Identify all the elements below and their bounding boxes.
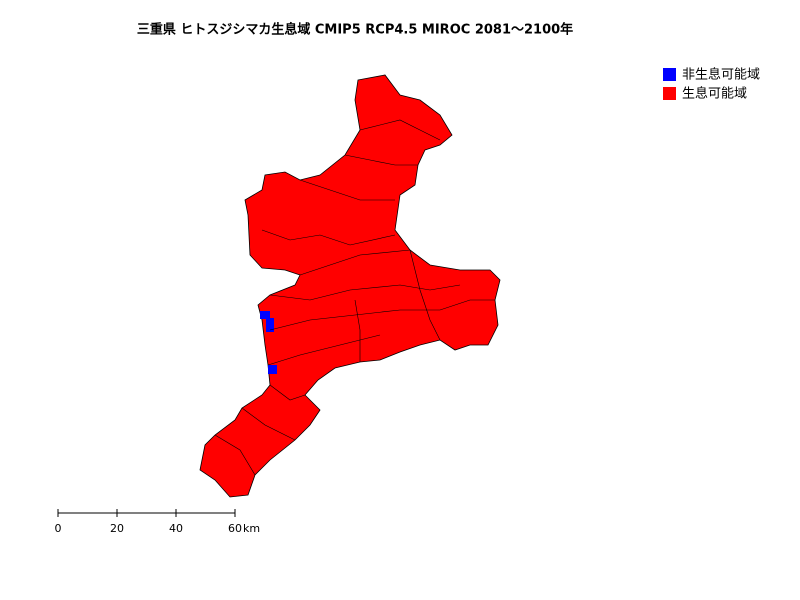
municipal-border <box>344 154 418 166</box>
municipal-border <box>261 229 396 246</box>
scale-bar: 0 20 40 60 km <box>55 509 260 535</box>
scale-tick-label: 40 <box>169 522 183 535</box>
municipal-border <box>299 249 411 276</box>
municipal-border <box>269 299 495 331</box>
legend-swatch <box>663 87 676 100</box>
municipal-border <box>269 284 461 301</box>
legend-swatch <box>663 68 676 81</box>
non-habitable-area <box>260 311 270 319</box>
habitable-area <box>199 74 501 498</box>
municipal-border <box>269 384 306 401</box>
scale-unit: km <box>243 522 260 535</box>
map-title: 三重県 ヒトスジシマカ生息域 CMIP5 RCP4.5 MIROC 2081～2… <box>137 22 573 38</box>
municipal-border <box>299 179 395 201</box>
scale-tick-label: 60 <box>228 522 242 535</box>
municipal-border <box>409 249 441 341</box>
scale-tick-label: 20 <box>110 522 124 535</box>
legend-label: 非生息可能域 <box>682 67 760 83</box>
municipal-border <box>354 299 361 362</box>
prefecture-map <box>199 74 501 498</box>
non-habitable-area <box>266 318 274 332</box>
scale-tick-label: 0 <box>55 522 62 535</box>
municipal-border <box>359 119 441 141</box>
legend-label: 生息可能域 <box>682 86 747 102</box>
municipal-border <box>214 434 256 476</box>
non-habitable-area <box>268 365 277 374</box>
municipal-border <box>241 407 296 441</box>
